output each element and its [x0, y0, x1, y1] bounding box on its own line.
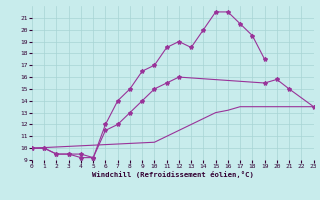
X-axis label: Windchill (Refroidissement éolien,°C): Windchill (Refroidissement éolien,°C)	[92, 171, 254, 178]
